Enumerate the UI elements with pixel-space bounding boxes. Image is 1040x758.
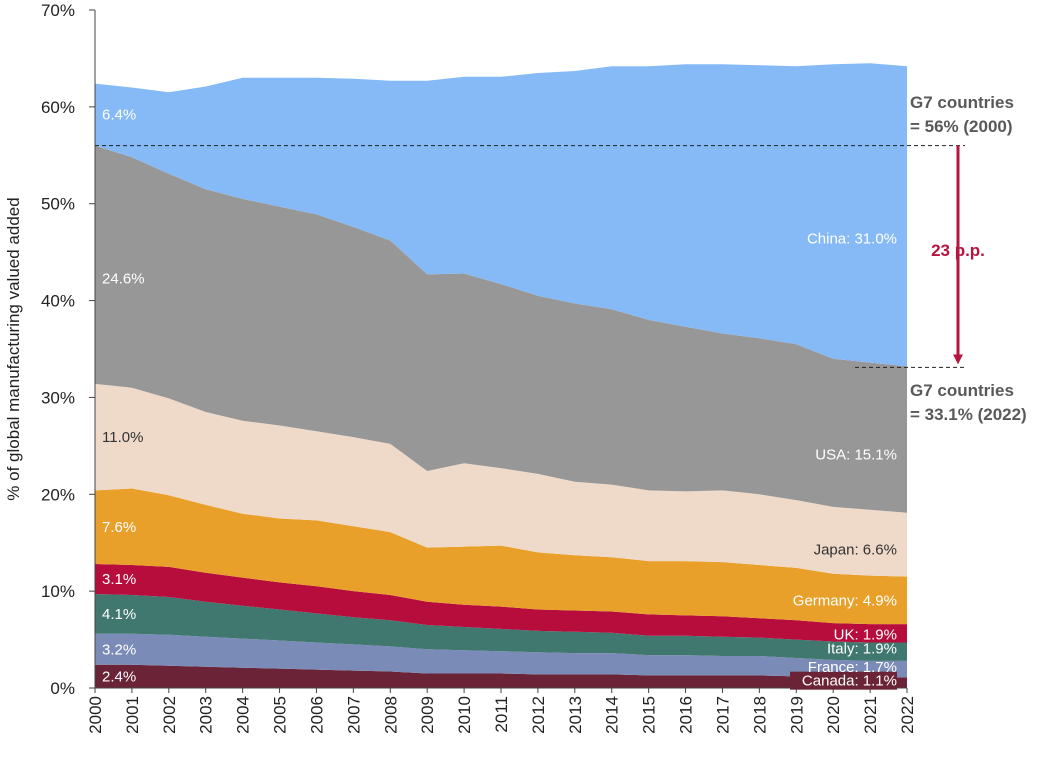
label-end-china: China: 31.0%	[807, 230, 897, 247]
area-usa	[95, 145, 907, 513]
x-tick-label: 2016	[677, 696, 696, 734]
label-start-france: 3.2%	[102, 641, 136, 658]
y-axis-label: % of global manufacturing valued added	[4, 197, 23, 500]
x-tick-label: 2002	[160, 696, 179, 734]
label-start-uk: 3.1%	[102, 571, 136, 588]
area-italy	[95, 594, 907, 661]
x-tick-label: 2011	[492, 696, 511, 733]
label-end-usa: USA: 15.1%	[815, 447, 897, 464]
y-tick-label: 70%	[41, 1, 75, 20]
stacked-areas	[95, 63, 907, 688]
label-start-germany: 7.6%	[102, 519, 136, 536]
x-tick-label: 2009	[418, 696, 437, 734]
label-start-japan: 11.0%	[102, 429, 143, 446]
label-end-italy: Italy: 1.9%	[827, 641, 897, 658]
x-tick-label: 2001	[123, 696, 142, 734]
x-tick-label: 2021	[861, 696, 880, 734]
label-end-france: France: 1.7%	[808, 659, 897, 676]
label-end-canada: Canada: 1.1%	[802, 673, 897, 690]
y-tick-label: 0%	[50, 679, 75, 698]
x-tick-label: 2004	[234, 696, 253, 734]
label-end-uk: UK: 1.9%	[834, 626, 897, 643]
x-tick-label: 2017	[713, 696, 732, 734]
annotations: 23 p.p. G7 countries = 56% (2000) G7 countr…	[95, 93, 1027, 424]
area-japan	[95, 383, 907, 577]
x-tick-label: 2012	[529, 696, 548, 734]
y-tick-label: 40%	[41, 292, 75, 311]
x-tick-label: 2020	[824, 696, 843, 734]
x-tick-label: 2018	[750, 696, 769, 734]
label-bg-canada	[790, 671, 897, 690]
label-start-canada: 2.4%	[102, 668, 136, 685]
x-tick-label: 2019	[787, 696, 806, 734]
label-start-italy: 4.1%	[102, 606, 136, 623]
g7-2000-line1: G7 countries	[910, 93, 1014, 112]
x-tick-label: 2005	[271, 696, 290, 734]
y-tick-label: 30%	[41, 388, 75, 407]
y-tick-label: 10%	[41, 582, 75, 601]
label-start-usa: 24.6%	[102, 271, 145, 288]
x-tick-label: 2015	[640, 696, 659, 734]
y-tick-label: 20%	[41, 485, 75, 504]
x-tick-label: 2022	[898, 696, 917, 734]
y-tick-label: 60%	[41, 98, 75, 117]
x-tick-label: 2010	[455, 696, 474, 734]
x-axis: 2000 2001 2002 2003 2004 2005 2006 2007 2008 2009…	[86, 687, 917, 734]
series-labels: 2.4% Canada: 1.1% 3.2% France: 1.7% 4.1% Ital…	[102, 107, 897, 690]
x-tick-label: 2007	[344, 696, 363, 734]
area-china	[95, 63, 907, 367]
label-end-germany: Germany: 4.9%	[793, 592, 897, 609]
area-germany	[95, 488, 907, 625]
x-tick-label: 2003	[197, 696, 216, 734]
y-tick-label: 50%	[41, 195, 75, 214]
gap-label: 23 p.p.	[931, 241, 985, 260]
area-france	[95, 633, 907, 678]
label-end-japan: Japan: 6.6%	[814, 542, 897, 559]
area-canada	[95, 664, 907, 688]
x-tick-label: 2006	[307, 696, 326, 734]
label-start-china: 6.4%	[102, 107, 136, 124]
x-tick-label: 2014	[603, 696, 622, 734]
g7-2022-line2: = 33.1% (2022)	[910, 405, 1027, 424]
g7-2000-line2: = 56% (2000)	[910, 117, 1013, 136]
area-uk	[95, 564, 907, 643]
x-tick-label: 2008	[381, 696, 400, 734]
g7-2022-line1: G7 countries	[910, 381, 1014, 400]
x-tick-label: 2000	[86, 696, 105, 734]
y-axis: 0% 10% 20% 30% 40% 50% 60% 70%	[41, 1, 96, 698]
x-tick-label: 2013	[566, 696, 585, 734]
